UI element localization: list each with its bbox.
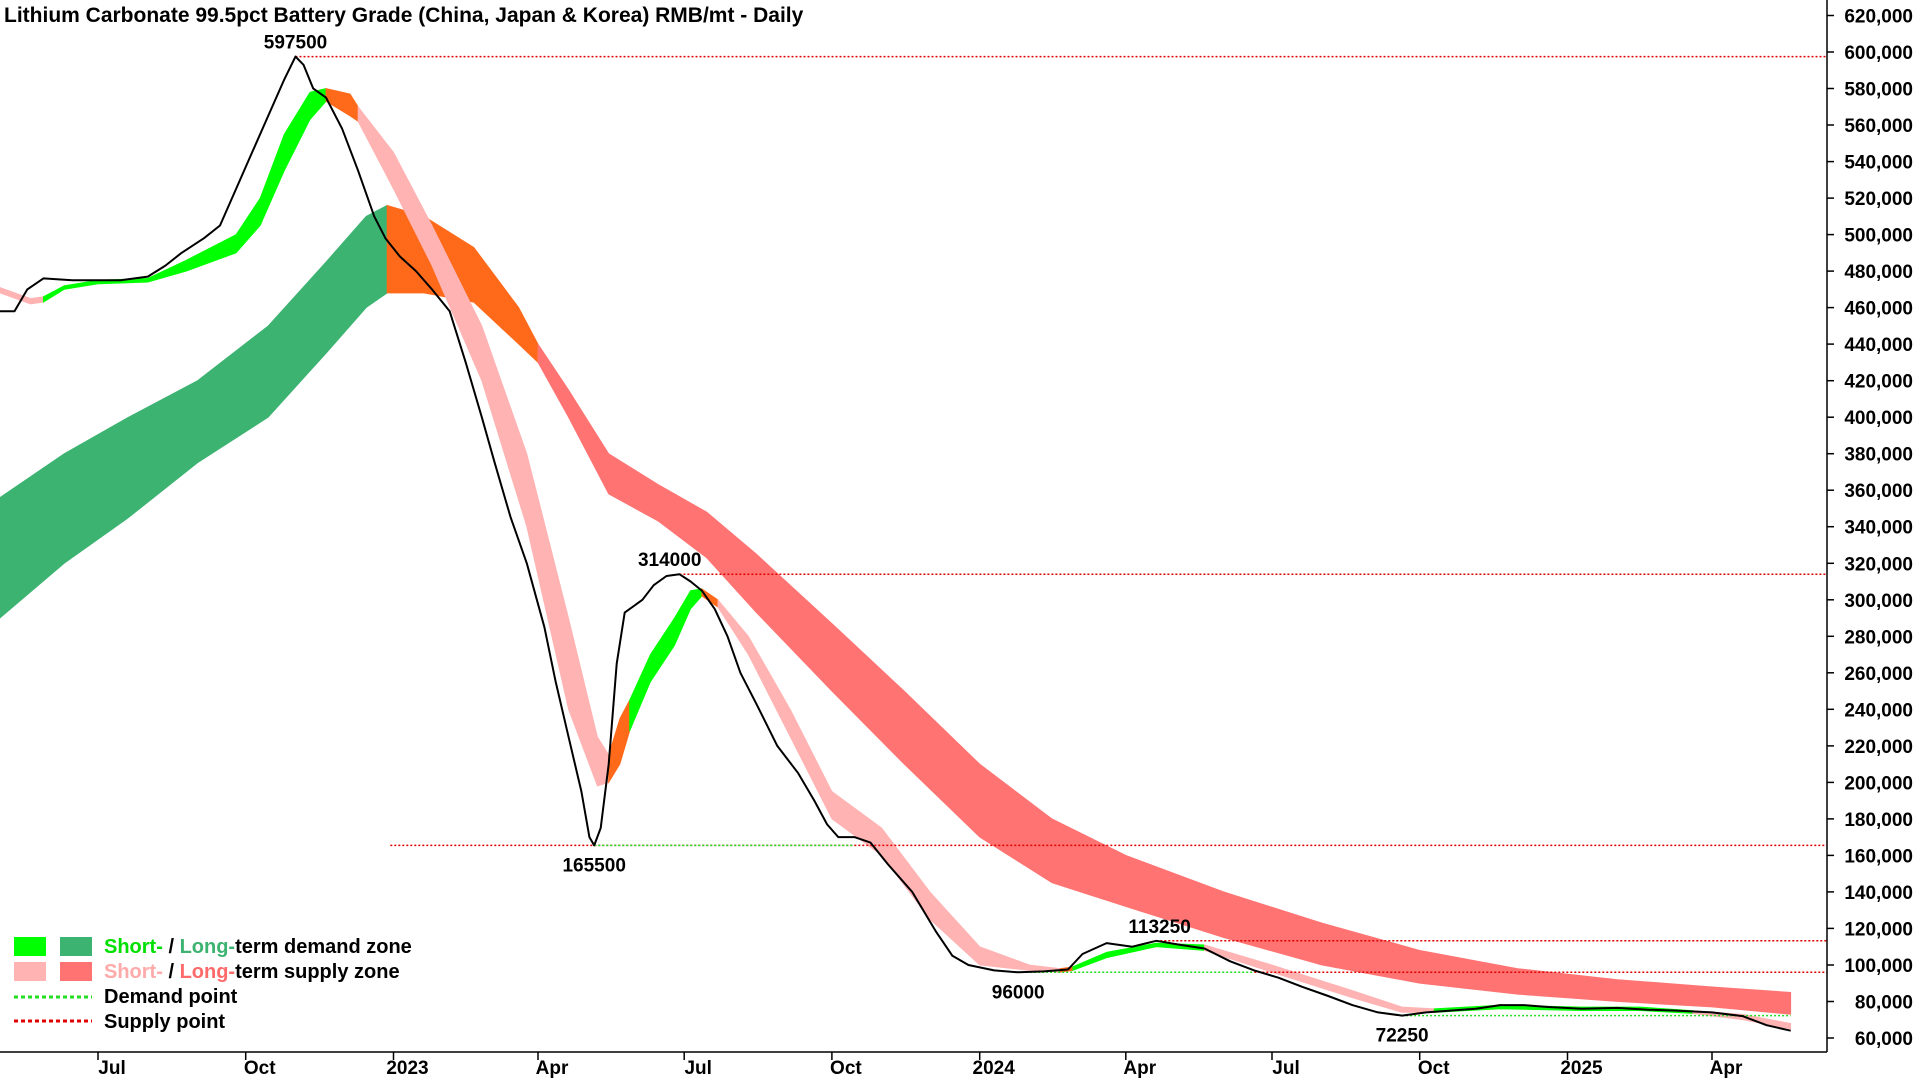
legend-supply-point-label: Supply point [104, 1011, 225, 1033]
y-tick-label: 500,000 [1844, 226, 1913, 247]
supply-point-label-0: 597500 [264, 33, 327, 54]
legend-supply-long: Long- [180, 961, 236, 983]
y-tick-label: 400,000 [1844, 408, 1913, 429]
x-tick-label: Jul [684, 1058, 711, 1079]
x-tick-label: 2025 [1560, 1058, 1603, 1079]
x-tick-label: Oct [244, 1058, 276, 1079]
y-tick-label: 160,000 [1844, 846, 1913, 867]
legend-long-demand-swatch [60, 937, 92, 956]
legend-demand-sep: / [163, 936, 180, 958]
y-tick-label: 480,000 [1844, 262, 1913, 283]
y-tick-label: 200,000 [1844, 773, 1913, 794]
supply-point-label-1: 314000 [638, 550, 701, 571]
y-tick-label: 120,000 [1844, 919, 1913, 940]
y-tick-label: 340,000 [1844, 518, 1913, 539]
x-tick-label: Apr [1710, 1058, 1743, 1079]
y-tick-label: 520,000 [1844, 189, 1913, 210]
zone-bands [0, 87, 1792, 1030]
demand-point-label-1: 96000 [992, 982, 1045, 1003]
x-tick-label: Jul [98, 1058, 125, 1079]
x-tick-label: Jul [1272, 1058, 1299, 1079]
y-tick-label: 260,000 [1844, 664, 1913, 685]
y-tick-label: 320,000 [1844, 554, 1913, 575]
y-tick-label: 560,000 [1844, 116, 1913, 137]
y-tick-label: 600,000 [1844, 43, 1913, 64]
legend-supply-sep: / [163, 961, 180, 983]
legend-supply-zone-label: Short- / Long-term supply zone [104, 961, 400, 983]
y-tick-label: 460,000 [1844, 299, 1913, 320]
y-tick-label: 620,000 [1844, 7, 1913, 28]
demand-point-label-2: 72250 [1376, 1026, 1429, 1047]
x-ticks: Jul Oct 2023 Apr Jul Oct 2024 Apr Jul Oct 2025 Apr [97, 1052, 1743, 1079]
y-tick-label: 420,000 [1844, 372, 1913, 393]
legend-demand-point-label: Demand point [104, 986, 238, 1008]
legend-supply-rest: term supply zone [235, 961, 399, 983]
y-tick-label: 180,000 [1844, 810, 1913, 831]
legend-short-supply-swatch [14, 962, 46, 981]
legend-demand-short: Short- [104, 936, 163, 958]
x-tick-label: Oct [830, 1058, 862, 1079]
chart-title: Lithium Carbonate 99.5pct Battery Grade … [4, 4, 804, 27]
price-series [0, 55, 1791, 1032]
y-tick-label: 300,000 [1844, 591, 1913, 612]
x-tick-label: Apr [536, 1058, 569, 1079]
long-term-supply-band-2 [537, 342, 1792, 1015]
x-tick-label: Oct [1418, 1058, 1450, 1079]
legend-demand-zone-label: Short- / Long-term demand zone [104, 936, 412, 958]
legend-demand-rest: term demand zone [235, 936, 412, 958]
level-lines [295, 55, 1827, 1017]
y-ticks: 620,000 600,000 580,000 560,000 540,000 520,0… [1827, 7, 1913, 1050]
y-tick-label: 100,000 [1844, 956, 1913, 977]
x-tick-label: Apr [1123, 1058, 1156, 1079]
y-tick-label: 380,000 [1844, 445, 1913, 466]
y-tick-label: 580,000 [1844, 80, 1913, 101]
annotations: 597500 314000 113250 165500 96000 72250 [264, 33, 1429, 1047]
x-tick-label: 2024 [973, 1058, 1016, 1079]
y-tick-label: 220,000 [1844, 737, 1913, 758]
y-tick-label: 60,000 [1855, 1029, 1913, 1050]
demand-point-label-0: 165500 [562, 855, 625, 876]
legend-long-supply-swatch [60, 962, 92, 981]
y-tick-label: 360,000 [1844, 481, 1913, 502]
y-tick-label: 440,000 [1844, 335, 1913, 356]
short-term-supply-band-12 [1692, 1010, 1792, 1030]
y-tick-label: 280,000 [1844, 627, 1913, 648]
supply-point-label-3: 113250 [1128, 917, 1190, 938]
y-tick-label: 140,000 [1844, 883, 1913, 904]
legend-short-demand-swatch [14, 937, 46, 956]
y-tick-label: 240,000 [1844, 700, 1913, 721]
y-tick-label: 80,000 [1855, 993, 1913, 1014]
y-tick-label: 540,000 [1844, 153, 1913, 174]
legend-demand-long: Long- [180, 936, 236, 958]
legend: Short- / Long-term demand zone Short- / … [14, 936, 412, 1033]
legend-supply-short: Short- [104, 961, 163, 983]
x-tick-label: 2023 [386, 1058, 428, 1079]
price-line [0, 55, 1791, 1032]
